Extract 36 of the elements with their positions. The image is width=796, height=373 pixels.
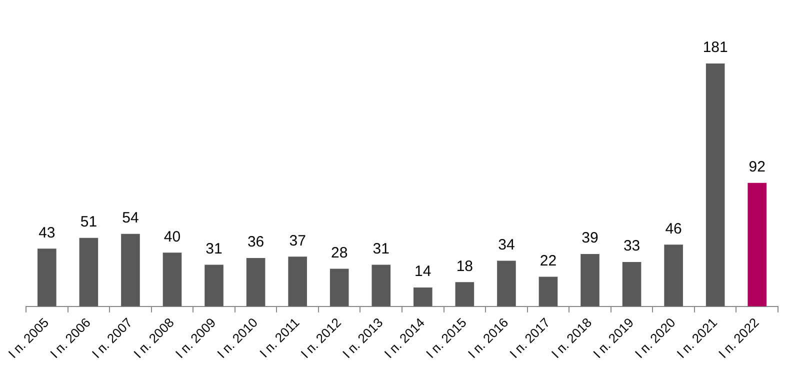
data-label: 14 xyxy=(414,263,432,280)
bar xyxy=(414,288,432,306)
data-label: 22 xyxy=(540,252,557,270)
bar xyxy=(204,264,224,306)
data-label: 33 xyxy=(623,238,640,255)
data-label: 31 xyxy=(372,240,390,258)
data-label: 54 xyxy=(122,210,139,227)
bar xyxy=(748,182,767,306)
data-label: 39 xyxy=(582,230,598,247)
data-label: 37 xyxy=(289,232,306,250)
bar xyxy=(497,260,516,306)
bar xyxy=(121,234,140,306)
bar xyxy=(455,282,474,306)
bar xyxy=(538,276,558,306)
bar xyxy=(330,268,349,306)
data-label: 51 xyxy=(80,214,98,231)
bar xyxy=(372,264,391,306)
bar xyxy=(664,244,683,306)
data-label: 31 xyxy=(206,240,222,258)
bar xyxy=(580,254,600,306)
data-label: 36 xyxy=(247,234,264,251)
bar xyxy=(622,262,642,306)
bar xyxy=(38,248,56,306)
data-label: 92 xyxy=(748,158,766,176)
data-label: 46 xyxy=(665,220,682,238)
bar xyxy=(706,63,725,306)
data-label: 18 xyxy=(456,258,474,275)
bar xyxy=(246,258,266,306)
bar xyxy=(162,252,182,306)
bar xyxy=(288,256,307,306)
data-label: 40 xyxy=(164,228,181,246)
data-label: 28 xyxy=(331,244,348,262)
data-label: 43 xyxy=(38,224,56,242)
data-label: 34 xyxy=(498,236,515,254)
data-label: 181 xyxy=(702,39,728,56)
bar xyxy=(79,238,98,306)
